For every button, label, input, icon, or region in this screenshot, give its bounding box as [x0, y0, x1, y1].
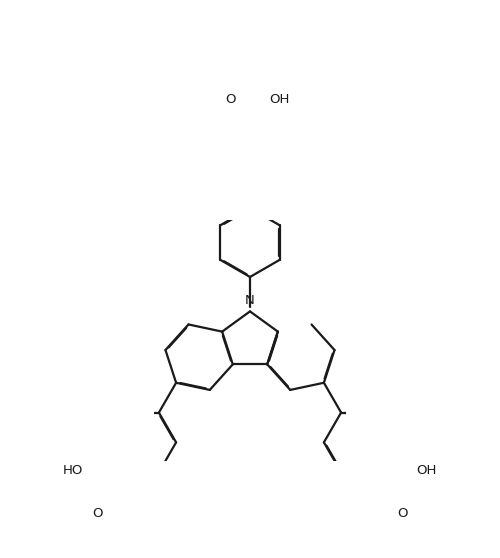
Text: O: O [225, 93, 235, 105]
Text: O: O [397, 507, 407, 519]
Text: N: N [245, 294, 255, 307]
Text: OH: OH [270, 93, 290, 105]
Text: OH: OH [416, 464, 437, 477]
Text: HO: HO [63, 464, 84, 477]
Text: O: O [92, 507, 103, 519]
